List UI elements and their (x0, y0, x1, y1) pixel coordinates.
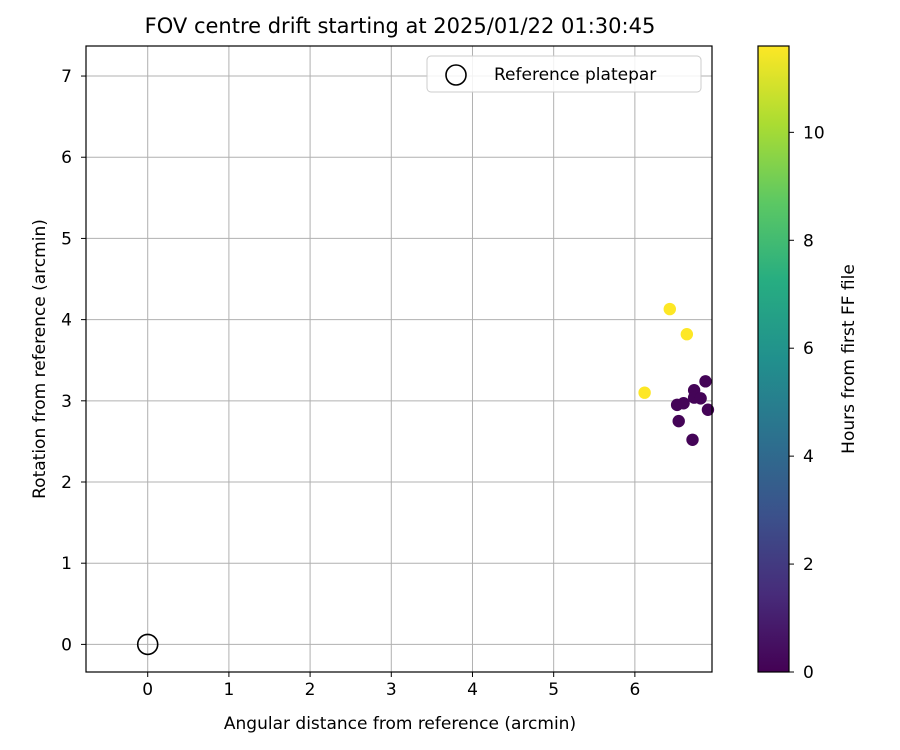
y-tick-label: 0 (61, 635, 72, 655)
y-axis-label: Rotation from reference (arcmin) (30, 219, 50, 499)
scatter-point (677, 397, 690, 410)
reference-point (136, 633, 159, 656)
scatter-point (686, 433, 699, 446)
x-tick-label: 4 (467, 680, 478, 700)
x-tick-label: 0 (142, 680, 153, 700)
x-tick-label: 1 (223, 680, 234, 700)
colorbar-tick-label: 8 (803, 231, 814, 251)
y-tick-label: 5 (61, 229, 72, 249)
scatter-point (638, 386, 651, 399)
x-axis-label: Angular distance from reference (arcmin) (224, 714, 576, 734)
y-tick-label: 2 (61, 473, 72, 493)
x-tick-label: 3 (386, 680, 397, 700)
scatter-point (672, 414, 685, 428)
scatter-point (699, 375, 712, 388)
x-tick-label: 6 (629, 680, 640, 700)
scatter-point (680, 328, 694, 341)
colorbar-tick-label: 6 (803, 339, 814, 359)
colorbar-tick-label: 4 (803, 447, 814, 467)
x-tick-label: 5 (548, 680, 559, 700)
y-tick-label: 4 (61, 311, 72, 331)
scatter-point (694, 392, 707, 405)
x-tick-label: 2 (305, 680, 316, 700)
legend-box (426, 55, 702, 93)
colorbar-label: Hours from first FF file (839, 264, 859, 454)
scatter-point (663, 302, 676, 316)
colorbar-tick-label: 2 (803, 555, 814, 575)
colorbar: 0 2 4 6 8 10 Hours from first FF file (757, 45, 859, 683)
y-tick-label: 7 (61, 67, 72, 87)
y-tick-label: 6 (61, 148, 72, 168)
y-tick-label: 3 (61, 392, 72, 412)
colorbar-tick-label: 10 (803, 123, 825, 143)
colorbar-tick-label: 0 (803, 663, 814, 683)
legend-entry: Reference platepar (494, 65, 656, 85)
scatter-point (701, 403, 715, 416)
plot-background (86, 46, 712, 672)
y-tick-label: 1 (61, 554, 72, 574)
axes-frame (85, 45, 713, 673)
chart-title: FOV centre drift starting at 2025/01/22 … (145, 14, 656, 38)
colorbar-gradient-bar (757, 45, 790, 673)
legend-marker (445, 64, 467, 86)
plot-area: 0 1 2 3 4 5 6 0 1 2 3 4 5 6 7 FOV centre drift starting… (30, 14, 715, 734)
